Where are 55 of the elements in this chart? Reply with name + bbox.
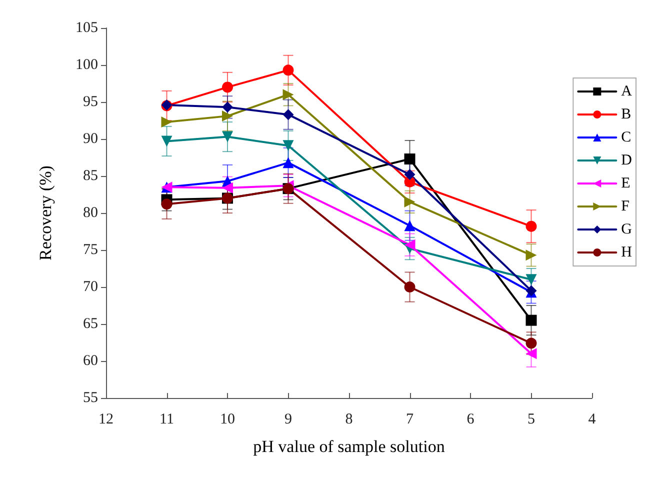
point bbox=[161, 198, 172, 210]
point bbox=[282, 109, 294, 120]
legend-label: B bbox=[621, 106, 632, 122]
y-tick-label: 80 bbox=[83, 205, 98, 221]
y-tick-label: 90 bbox=[83, 131, 98, 147]
point bbox=[526, 314, 537, 326]
x-tick-label: 8 bbox=[345, 412, 353, 428]
y-tick-label: 75 bbox=[83, 242, 98, 258]
point bbox=[282, 140, 294, 152]
point bbox=[526, 250, 537, 261]
x-tick-label: 5 bbox=[528, 412, 535, 428]
point bbox=[222, 182, 233, 194]
legend-label: D bbox=[621, 152, 632, 168]
y-tick-label: 105 bbox=[76, 20, 98, 36]
x-axis-title: pH value of sample solution bbox=[253, 437, 446, 456]
point bbox=[222, 131, 233, 142]
x-tick-label: 6 bbox=[466, 412, 475, 428]
point bbox=[404, 169, 416, 180]
y-axis-title: Recovery (%) bbox=[36, 166, 55, 260]
point bbox=[404, 282, 416, 292]
x-tick-label: 9 bbox=[284, 412, 292, 428]
point bbox=[404, 153, 416, 164]
point bbox=[404, 239, 416, 250]
y-tick-label: 95 bbox=[83, 94, 98, 110]
y-tick-label: 85 bbox=[83, 168, 98, 184]
x-tick-label: 4 bbox=[588, 412, 596, 428]
x-tick-label: 11 bbox=[160, 412, 174, 428]
point bbox=[161, 116, 172, 128]
legend-label: F bbox=[621, 198, 630, 214]
point bbox=[526, 220, 537, 232]
y-tick-label: 65 bbox=[83, 316, 98, 332]
point bbox=[282, 89, 294, 100]
y-tick-label: 55 bbox=[83, 390, 98, 406]
point bbox=[404, 220, 416, 232]
legend-label: A bbox=[621, 84, 632, 100]
point bbox=[222, 102, 233, 113]
point bbox=[282, 64, 294, 76]
point bbox=[161, 136, 172, 147]
x-tick-label: 10 bbox=[220, 412, 235, 428]
x-tick-label: 7 bbox=[406, 412, 414, 428]
point bbox=[404, 196, 416, 208]
point bbox=[222, 82, 233, 93]
point bbox=[222, 110, 233, 122]
x-tick-label: 12 bbox=[98, 412, 114, 428]
legend-label: C bbox=[621, 130, 632, 146]
y-tick-label: 70 bbox=[83, 279, 98, 295]
point bbox=[526, 338, 537, 349]
legend-label: G bbox=[621, 222, 632, 238]
legend-label: H bbox=[621, 244, 632, 260]
point bbox=[526, 274, 537, 286]
y-tick-label: 100 bbox=[76, 57, 98, 73]
point bbox=[282, 157, 294, 168]
y-tick-label: 60 bbox=[83, 353, 98, 369]
point bbox=[526, 348, 537, 360]
legend-label: E bbox=[621, 176, 630, 192]
